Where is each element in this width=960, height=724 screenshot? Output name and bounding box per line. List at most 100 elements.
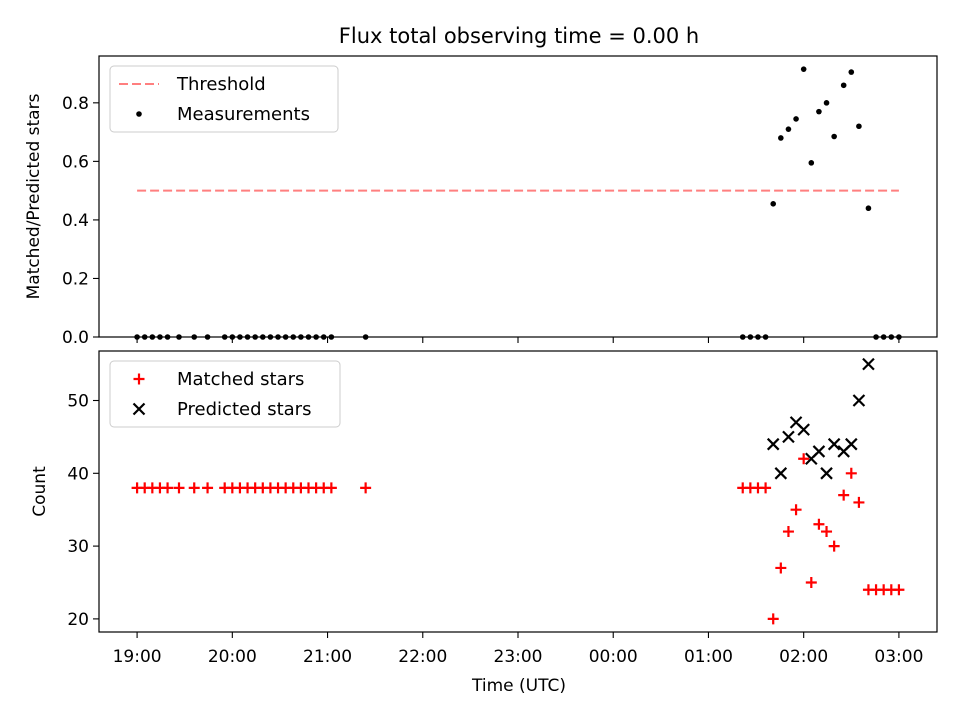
data-point [252, 334, 258, 340]
data-point [134, 334, 140, 340]
x-tick-label: 02:00 [779, 647, 828, 667]
data-point [845, 467, 857, 479]
x-tick-label: 03:00 [874, 647, 923, 667]
y-tick-label: 0.6 [62, 152, 89, 172]
data-point [149, 334, 156, 340]
data-point [862, 357, 875, 371]
y-tick-label: 40 [67, 464, 89, 484]
x-tick-label: 22:00 [398, 647, 447, 667]
data-point [313, 334, 319, 340]
data-point [244, 334, 251, 340]
data-point [853, 496, 865, 508]
y-tick-label: 50 [67, 392, 89, 412]
data-point [360, 482, 372, 494]
legend-label: Matched stars [177, 369, 304, 390]
data-point [808, 160, 815, 166]
data-point [305, 334, 312, 340]
data-point [827, 437, 841, 451]
data-point [800, 66, 807, 72]
data-point [831, 133, 837, 140]
data-point [775, 562, 787, 574]
chart-title: Flux total observing time = 0.00 h [339, 24, 699, 48]
legend-box [109, 65, 339, 133]
data-point [896, 334, 902, 340]
data-point [828, 540, 840, 552]
y-axis-label: Count [30, 466, 50, 517]
data-point [805, 576, 817, 588]
legend: Matched stars Predicted stars [109, 360, 341, 428]
data-point [132, 402, 146, 416]
data-point [856, 123, 862, 130]
data-point [141, 334, 148, 340]
data-point [328, 334, 335, 340]
legend-label: Measurements [177, 104, 310, 125]
data-point [798, 453, 810, 465]
data-point [845, 437, 858, 451]
data-point [237, 334, 243, 340]
data-point [893, 584, 905, 596]
data-point [782, 526, 794, 538]
data-point [157, 334, 163, 340]
data-point [162, 482, 174, 494]
data-point [760, 482, 772, 494]
data-point [204, 334, 211, 340]
bottom-panel: 20 30 40 50 19:00 20:00 21:00 22:00 23:00 00:00 01… [30, 350, 938, 667]
data-point [755, 334, 761, 340]
data-point [820, 467, 833, 480]
data-point [362, 334, 369, 340]
x-tick-label: 20:00 [208, 647, 257, 667]
x-axis-label: Time (UTC) [471, 676, 566, 696]
data-point [188, 482, 200, 494]
y-tick-label: 0.8 [62, 94, 89, 114]
data-point [739, 334, 746, 340]
data-point [229, 334, 236, 340]
data-point [852, 394, 866, 407]
data-point [767, 613, 779, 625]
y-tick-label: 0.2 [62, 269, 89, 289]
data-point [816, 108, 822, 115]
series-matched-stars [131, 453, 905, 625]
top-panel: 0.0 0.2 0.4 0.6 0.8 Matched/Predicted stars Th… [24, 55, 938, 348]
data-point [812, 445, 826, 458]
data-point [298, 334, 304, 340]
data-point [888, 334, 895, 340]
data-point [275, 334, 281, 340]
x-tick-label: 21:00 [303, 647, 352, 667]
data-point [173, 482, 185, 494]
data-point [290, 334, 297, 340]
data-point [320, 334, 327, 340]
y-axis-label: Matched/Predicted stars [24, 93, 44, 299]
x-tick-label: 23:00 [494, 647, 543, 667]
data-point [782, 430, 795, 444]
y-tick-label: 0.4 [62, 211, 89, 231]
data-point [838, 489, 850, 501]
data-point [176, 334, 182, 340]
series-measurements [134, 66, 902, 340]
data-point [762, 334, 769, 340]
y-tick-label: 30 [67, 537, 89, 557]
data-point [774, 467, 788, 480]
data-point [259, 334, 266, 340]
data-point [164, 334, 171, 340]
data-point [267, 334, 274, 340]
data-point [821, 526, 833, 538]
x-tick-label: 19:00 [113, 647, 162, 667]
series-predicted-stars [766, 357, 875, 480]
data-point [202, 482, 214, 494]
data-point [848, 69, 855, 75]
data-point [790, 504, 802, 516]
legend: Threshold Measurements [109, 65, 339, 133]
data-point [793, 116, 799, 122]
data-point [873, 334, 879, 340]
x-tick-label: 00:00 [589, 647, 638, 667]
data-point [191, 334, 198, 340]
data-point [813, 518, 825, 530]
data-point [325, 482, 337, 494]
data-point [282, 334, 289, 340]
legend-label: Predicted stars [177, 399, 311, 420]
data-point [136, 111, 142, 117]
data-point [840, 82, 847, 89]
data-point [880, 334, 887, 340]
data-point [865, 205, 872, 212]
